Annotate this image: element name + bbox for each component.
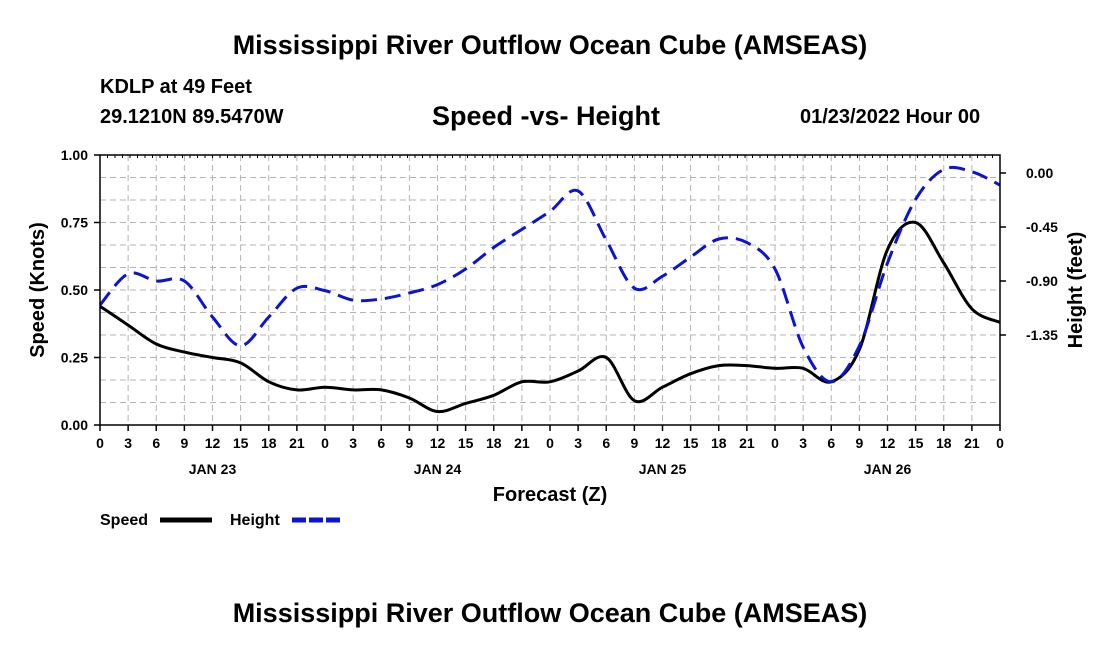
x-tick-label: 3 — [574, 435, 582, 451]
x-tick-label: 3 — [799, 435, 807, 451]
x-tick-label: 18 — [261, 435, 277, 451]
date-label: JAN 23 — [189, 461, 237, 477]
x-tick-label: 21 — [739, 435, 755, 451]
x-axis-title: Forecast (Z) — [493, 484, 607, 506]
y-axis-title: Speed (Knots) — [27, 222, 49, 358]
x-tick-label: 12 — [655, 435, 671, 451]
footer-title: Mississippi River Outflow Ocean Cube (AM… — [232, 598, 868, 628]
x-tick-label: 0 — [321, 435, 329, 451]
x-tick-label: 9 — [180, 435, 188, 451]
x-tick-label: 6 — [377, 435, 385, 451]
y2-tick-label: -0.45 — [1026, 219, 1058, 235]
x-tick-label: 15 — [458, 435, 474, 451]
x-tick-label: 0 — [996, 435, 1004, 451]
series-layer — [98, 165, 1001, 414]
grid-lines — [100, 155, 1000, 425]
x-tick-label: 21 — [514, 435, 530, 451]
x-tick-label: 3 — [349, 435, 357, 451]
x-tick-label: 21 — [964, 435, 980, 451]
y-tick-label: 0.75 — [61, 215, 88, 231]
axis-labels: 0 3 6 9 12 15 18 21 0 3 6 9 12 15 18 21 0 3 6 9 12 15 18 21 0 3 6 9… — [27, 147, 1087, 506]
legend-label-height: Height — [230, 512, 280, 529]
date-label: JAN 25 — [639, 461, 687, 477]
legend-label-speed: Speed — [100, 512, 148, 529]
x-tick-label: 12 — [880, 435, 896, 451]
chart-main-title: Mississippi River Outflow Ocean Cube (AM… — [232, 30, 868, 60]
date-label: JAN 24 — [414, 461, 462, 477]
station-coordinates: 29.1210N 89.5470W — [100, 106, 284, 128]
y2-axis-title: Height (feet) — [1065, 232, 1087, 349]
x-tick-label: 12 — [205, 435, 221, 451]
y-tick-label: 1.00 — [61, 147, 88, 163]
x-tick-label: 15 — [908, 435, 924, 451]
x-tick-label: 6 — [827, 435, 835, 451]
forecast-datetime: 01/23/2022 Hour 00 — [800, 106, 981, 128]
series-line-speed — [99, 220, 1001, 414]
x-tick-label: 18 — [486, 435, 502, 451]
chart-subtitle: Speed -vs- Height — [432, 101, 661, 131]
x-tick-label: 6 — [602, 435, 610, 451]
legend: Speed Height — [100, 512, 342, 529]
y2-tick-label: -1.35 — [1026, 327, 1058, 343]
x-tick-label: 9 — [405, 435, 413, 451]
x-tick-label: 9 — [855, 435, 863, 451]
x-tick-label: 21 — [289, 435, 305, 451]
x-tick-label: 18 — [711, 435, 727, 451]
plot-frame — [94, 154, 1006, 431]
x-tick-label: 9 — [630, 435, 638, 451]
series-line-height — [98, 165, 1001, 384]
x-tick-label: 0 — [96, 435, 104, 451]
y2-tick-label: 0.00 — [1026, 165, 1053, 181]
y-tick-label: 0.50 — [61, 282, 88, 298]
x-tick-label: 15 — [683, 435, 699, 451]
date-label: JAN 26 — [864, 461, 912, 477]
x-tick-label: 12 — [430, 435, 446, 451]
x-tick-label: 15 — [233, 435, 249, 451]
y-tick-label: 0.00 — [61, 417, 88, 433]
station-name: KDLP at 49 Feet — [100, 76, 252, 98]
x-tick-label: 6 — [152, 435, 160, 451]
y-tick-label: 0.25 — [61, 350, 88, 366]
x-tick-label: 0 — [771, 435, 779, 451]
x-tick-label: 3 — [124, 435, 132, 451]
x-tick-label: 0 — [546, 435, 554, 451]
x-tick-label: 18 — [936, 435, 952, 451]
y2-tick-label: -0.90 — [1026, 273, 1058, 289]
